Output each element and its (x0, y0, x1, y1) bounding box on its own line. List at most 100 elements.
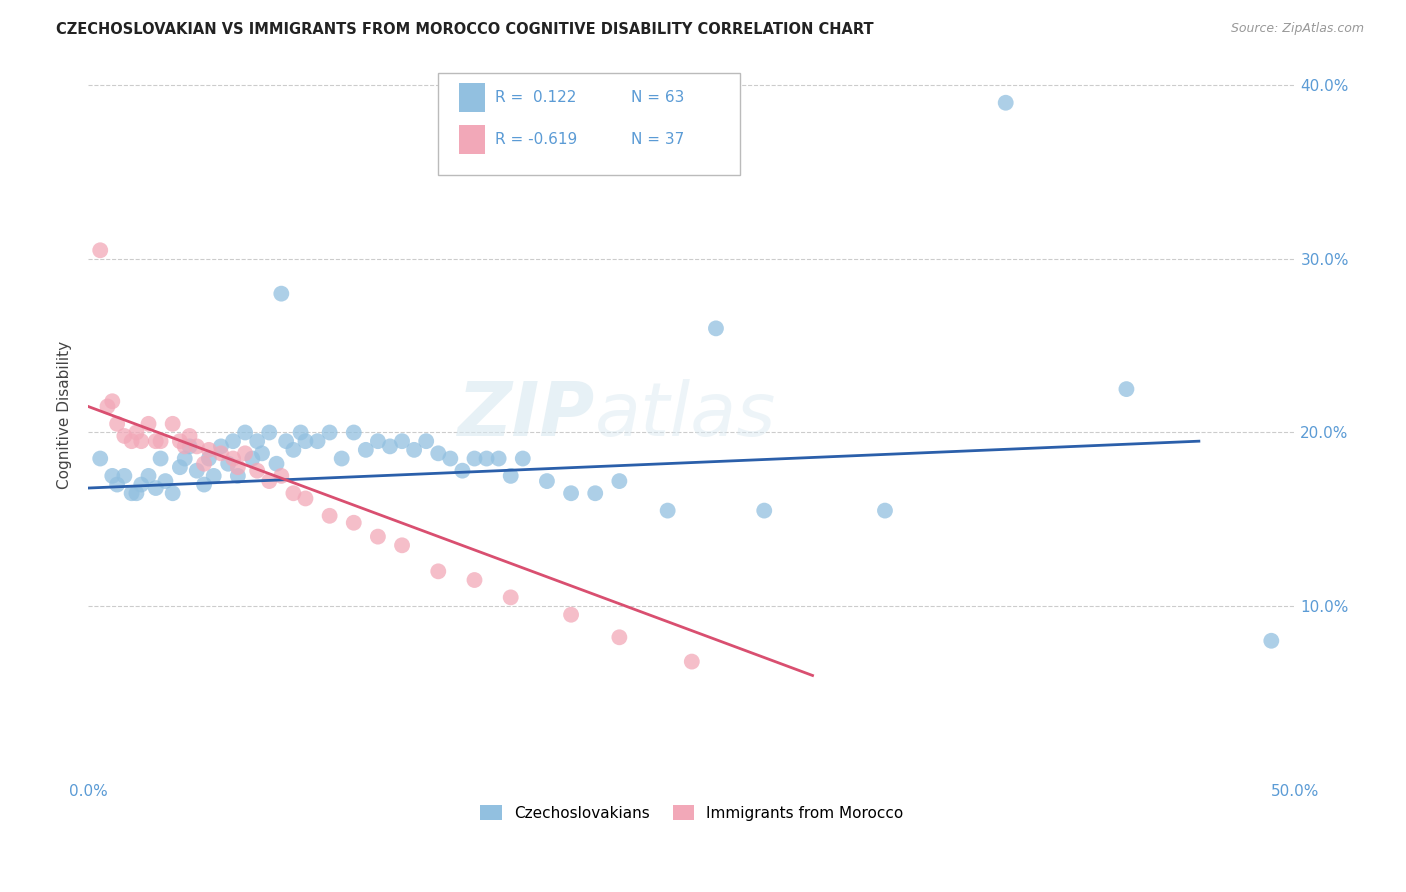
Point (754, 503, 776, 517)
Point (681, 655, 703, 669)
Point (583, 486, 606, 500)
Point (179, 439, 201, 453)
Point (162, 417, 184, 431)
Point (121, 434, 143, 449)
Point (536, 474, 558, 488)
Point (257, 425, 280, 440)
Text: ZIP: ZIP (458, 378, 595, 451)
Point (994, 95, 1017, 110)
Point (149, 434, 172, 449)
Point (186, 439, 208, 453)
Point (198, 451, 221, 466)
Text: R =  0.122: R = 0.122 (495, 90, 576, 105)
Text: R = -0.619: R = -0.619 (495, 132, 578, 147)
Point (704, 321, 727, 335)
Point (233, 446, 256, 460)
Point (173, 439, 195, 453)
Point (96, 400, 118, 414)
Point (246, 434, 269, 449)
Point (138, 417, 160, 431)
Point (427, 565, 450, 579)
Point (391, 538, 413, 552)
Point (129, 434, 152, 449)
Point (307, 434, 329, 449)
Point (169, 460, 191, 475)
Point (318, 508, 340, 523)
Point (367, 434, 389, 449)
Point (560, 607, 582, 622)
Point (657, 503, 679, 517)
Point (145, 434, 167, 449)
Point (89, 451, 111, 466)
Point (121, 486, 143, 500)
Point (233, 425, 256, 440)
Point (343, 425, 366, 440)
Point (463, 573, 485, 587)
Point (367, 530, 389, 544)
Point (222, 434, 245, 449)
Y-axis label: Cognitive Disability: Cognitive Disability (58, 341, 72, 489)
Point (149, 451, 172, 466)
Point (488, 451, 510, 466)
FancyBboxPatch shape (439, 72, 740, 175)
Point (112, 469, 135, 483)
Point (202, 469, 225, 483)
Point (209, 446, 232, 460)
Point (240, 451, 263, 466)
Point (404, 442, 426, 457)
Point (318, 425, 340, 440)
Point (415, 434, 437, 449)
Point (193, 457, 215, 471)
Point (125, 425, 148, 440)
Text: N = 63: N = 63 (631, 90, 685, 105)
Point (222, 451, 245, 466)
Point (169, 434, 191, 449)
Point (283, 486, 305, 500)
Point (186, 464, 208, 478)
Point (378, 439, 401, 453)
Point (145, 481, 167, 495)
Point (451, 464, 474, 478)
Point (138, 469, 160, 483)
Point (226, 469, 249, 483)
Point (499, 469, 522, 483)
Point (1260, 633, 1282, 648)
Point (609, 630, 631, 644)
Point (209, 439, 232, 453)
FancyBboxPatch shape (458, 125, 485, 154)
Point (560, 486, 582, 500)
Point (198, 442, 221, 457)
Point (246, 464, 269, 478)
Point (873, 503, 896, 517)
Point (290, 425, 312, 440)
Point (125, 486, 148, 500)
Point (270, 286, 292, 301)
Text: CZECHOSLOVAKIAN VS IMMIGRANTS FROM MOROCCO COGNITIVE DISABILITY CORRELATION CHAR: CZECHOSLOVAKIAN VS IMMIGRANTS FROM MOROC… (56, 22, 875, 37)
Point (193, 477, 215, 491)
Point (266, 457, 288, 471)
Point (217, 457, 239, 471)
Point (112, 429, 135, 443)
Point (330, 451, 353, 466)
Text: Source: ZipAtlas.com: Source: ZipAtlas.com (1230, 22, 1364, 36)
Text: N = 37: N = 37 (631, 132, 685, 147)
Point (250, 446, 273, 460)
FancyBboxPatch shape (458, 83, 485, 112)
Point (1115, 382, 1137, 396)
Point (101, 394, 124, 409)
Point (475, 451, 498, 466)
Point (283, 442, 305, 457)
Point (155, 474, 177, 488)
Point (294, 434, 316, 449)
Point (179, 429, 201, 443)
Text: atlas: atlas (595, 379, 776, 451)
Point (257, 474, 280, 488)
Point (512, 451, 534, 466)
Point (463, 451, 485, 466)
Point (129, 477, 152, 491)
Point (226, 460, 249, 475)
Point (499, 591, 522, 605)
Point (343, 516, 366, 530)
Point (609, 474, 631, 488)
Point (276, 434, 298, 449)
